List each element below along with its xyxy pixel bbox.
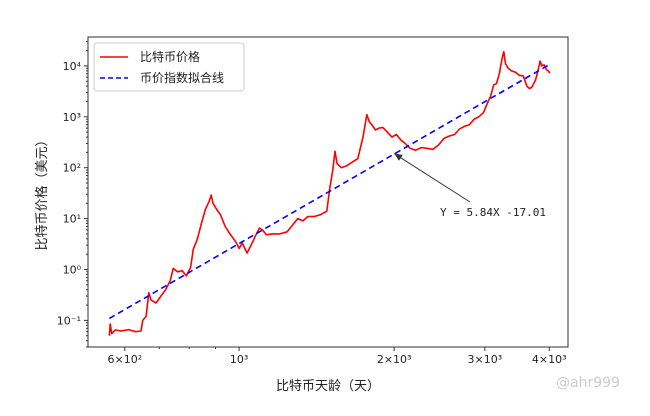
y-tick-label: 10³ bbox=[63, 111, 81, 124]
x-tick-label: 3×10³ bbox=[468, 353, 503, 366]
series-fit-line bbox=[108, 63, 551, 320]
watermark: @ahr999 bbox=[556, 375, 620, 391]
plot-frame bbox=[87, 36, 569, 348]
x-tick-label: 10³ bbox=[230, 353, 248, 366]
x-tick-label: 4×10³ bbox=[532, 353, 567, 366]
x-axis-label: 比特币天龄（天） bbox=[276, 379, 380, 394]
legend-label-fit: 币价指数拟合线 bbox=[140, 70, 224, 85]
x-tick-label: 2×10³ bbox=[377, 353, 412, 366]
y-tick-label: 10⁴ bbox=[63, 60, 82, 73]
x-tick-label: 6×10² bbox=[107, 353, 142, 366]
annotation-arrowhead bbox=[394, 153, 403, 161]
y-axis-label: 比特币价格（美元） bbox=[34, 133, 50, 250]
y-tick-label: 10¹ bbox=[63, 213, 81, 226]
legend-label-price: 比特币价格 bbox=[140, 49, 200, 64]
annotation: Y = 5.84X -17.01 bbox=[393, 153, 546, 219]
y-tick-label: 10⁰ bbox=[63, 263, 82, 276]
annotation-arrow bbox=[393, 153, 471, 203]
y-tick-label: 10² bbox=[63, 162, 81, 175]
y-tick-label: 10⁻¹ bbox=[57, 314, 81, 327]
annotation-text: Y = 5.84X -17.01 bbox=[440, 206, 546, 219]
series-price-line bbox=[108, 50, 551, 336]
legend: 比特币价格 币价指数拟合线 bbox=[93, 42, 245, 92]
